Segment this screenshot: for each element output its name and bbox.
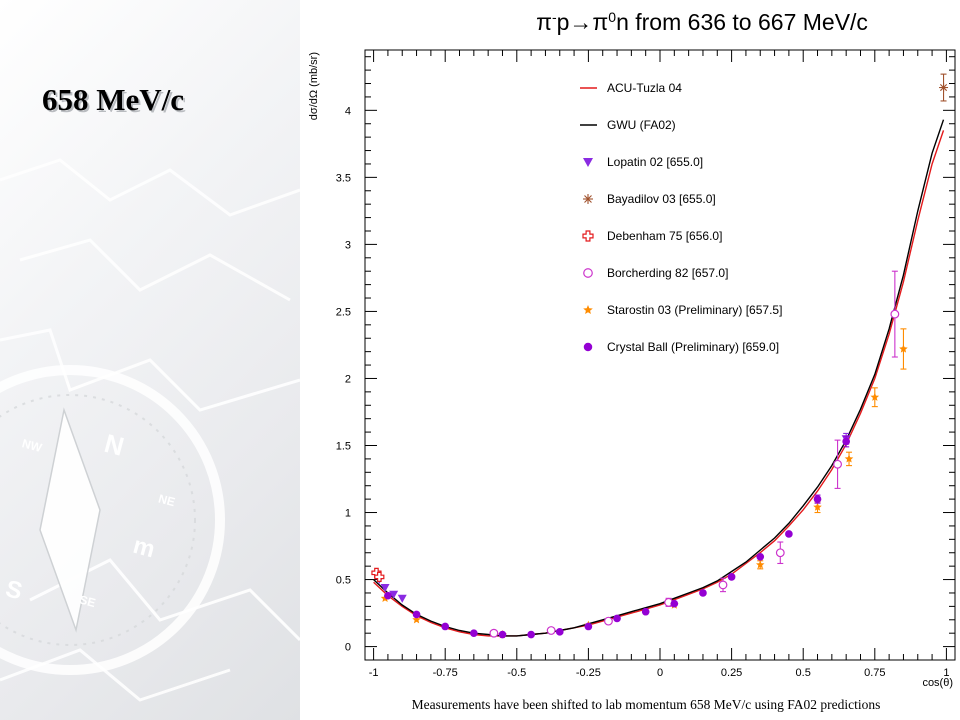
data-point [899, 344, 908, 353]
series-group [489, 270, 900, 638]
y-tick-label: 1 [345, 508, 351, 520]
model-curves [373, 119, 945, 637]
background-panel: N S m NW NE SE [0, 0, 300, 720]
legend-entry-label: Debenham 75 [656.0] [607, 229, 722, 243]
data-point [756, 552, 765, 561]
series-group [384, 435, 850, 639]
series-group [939, 73, 949, 102]
data-point [842, 437, 850, 446]
data-point [374, 571, 385, 582]
axis-ticks: -1 -0.75 -0.5 -0.25 0 0.25 0.5 0.75 1 0 0.5 1 1.5 2 2.… [336, 50, 955, 679]
data-point [613, 614, 621, 623]
data-point [604, 616, 613, 626]
svg-text:S: S [3, 575, 25, 605]
x-tick-label: 0.75 [864, 667, 885, 679]
y-tick-label: 2 [345, 373, 351, 385]
svg-text:N: N [101, 428, 127, 462]
legend-entry-label: Crystal Ball (Preliminary) [659.0] [607, 340, 779, 354]
data-point [412, 610, 421, 619]
svg-text:m: m [130, 532, 158, 564]
data-point [699, 589, 707, 597]
data-point [775, 548, 785, 558]
curve-line [373, 119, 945, 637]
data-point [813, 495, 822, 503]
data-point [384, 591, 392, 600]
data-point [785, 530, 793, 538]
chart-title: π-p→π0n from 636 to 667 MeV/c [536, 9, 868, 35]
y-tick-label: 0.5 [336, 575, 351, 587]
decorative-compass-background: N S m NW NE SE [0, 158, 300, 702]
x-tick-label: 0.5 [796, 667, 811, 679]
data-point [397, 594, 407, 603]
y-tick-label: 0 [345, 642, 351, 654]
x-tick-label: -0.5 [507, 667, 526, 679]
compass-rose-icon: N S m NW NE SE [0, 365, 225, 675]
data-point [489, 628, 499, 638]
x-tick-label: -1 [369, 667, 379, 679]
y-tick-label: 3.5 [336, 172, 351, 184]
plot-frame [364, 49, 956, 661]
marker-stroke [584, 195, 592, 203]
legend-marker-swatch [583, 158, 593, 167]
y-tick-label: 1.5 [336, 440, 351, 452]
data-point [412, 615, 421, 624]
svg-text:NW: NW [20, 436, 44, 455]
legend: ACU-Tuzla 04 GWU (FA02) Lopatin 02 [655.0]… [580, 81, 782, 354]
data-point [441, 622, 450, 631]
legend-marker-swatch [583, 305, 593, 314]
data-point [584, 622, 593, 631]
x-tick-label: -0.25 [576, 667, 601, 679]
data-point [380, 584, 390, 593]
legend-marker-swatch [582, 230, 594, 242]
legend-marker-swatch [583, 268, 593, 278]
data-point [641, 607, 650, 616]
cross-section-chart: π-p→π0n from 636 to 667 MeV/c -1 -0.75 -0.… [308, 9, 956, 712]
legend-entry-label: Lopatin 02 [655.0] [607, 155, 703, 169]
data-point [470, 629, 478, 638]
data-point [813, 502, 822, 511]
data-point [890, 309, 900, 319]
data-point [498, 630, 507, 639]
x-tick-label: 0 [657, 667, 663, 679]
data-points [371, 73, 949, 639]
y-tick-label: 2.5 [336, 306, 351, 318]
legend-entry-label: GWU (FA02) [607, 118, 676, 132]
data-point [527, 630, 535, 639]
curve-line [373, 130, 945, 637]
data-point [546, 626, 556, 635]
slide-heading: 658 MeV/c [42, 82, 185, 117]
data-point [718, 580, 728, 590]
data-point [844, 454, 854, 463]
svg-text:SE: SE [78, 592, 97, 610]
legend-marker-swatch [583, 342, 593, 352]
svg-text:NE: NE [157, 491, 177, 509]
x-axis-label: cos(θ) [922, 677, 953, 689]
legend-entry-label: Borcherding 82 [657.0] [607, 266, 728, 280]
data-point [727, 573, 736, 581]
data-point [555, 628, 564, 636]
data-point [670, 599, 679, 608]
legend-entry-label: Starostin 03 (Preliminary) [657.5] [607, 303, 782, 317]
y-tick-label: 4 [345, 105, 351, 117]
chart-caption: Measurements have been shifted to lab mo… [412, 697, 881, 712]
x-tick-label: 1 [943, 667, 949, 679]
x-tick-label: -0.75 [433, 667, 458, 679]
data-point [833, 459, 842, 469]
marker-stroke [940, 83, 948, 92]
legend-marker-swatch [583, 194, 593, 204]
data-point [939, 83, 949, 93]
y-axis-label: dσ/dΩ (mb/sr) [308, 52, 320, 120]
data-point [870, 392, 880, 401]
data-point [756, 560, 765, 569]
legend-entry-label: ACU-Tuzla 04 [607, 81, 682, 95]
series-group [371, 567, 385, 582]
legend-entry-label: Bayadilov 03 [655.0] [607, 192, 716, 206]
x-tick-label: 0.25 [721, 667, 742, 679]
y-tick-label: 3 [345, 239, 351, 251]
data-point [389, 590, 399, 599]
